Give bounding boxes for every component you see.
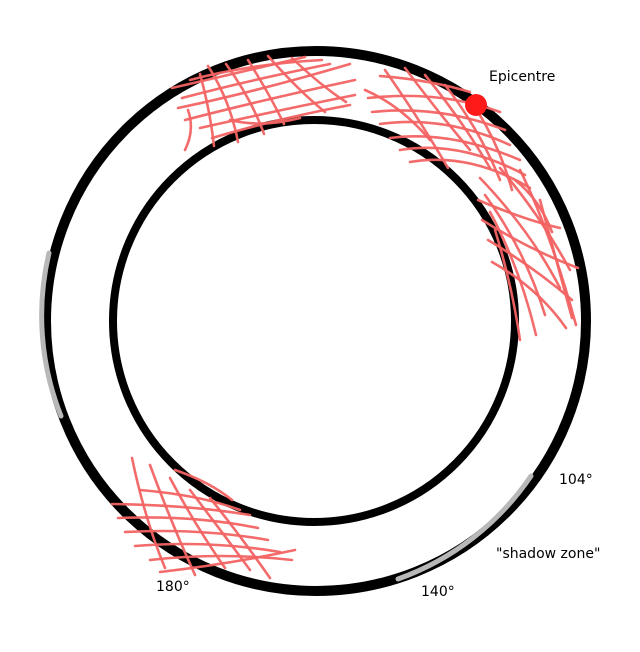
angle-180-label: 180° [156,579,190,595]
angle-140-label: 140° [421,584,455,600]
inner-core-ring [109,116,519,526]
shadow-zone-arc-right [395,473,534,582]
seismic-waves-bottom-left [110,456,297,580]
epicentre-label: Epicentre [489,69,555,85]
outer-earth-ring [41,46,591,596]
shadow-zone-arc-left [39,250,64,419]
seismic-waves-top [170,54,357,152]
epicentre-marker [465,94,487,116]
angle-104-label: 104° [559,472,593,488]
shadow-zone-label: "shadow zone" [496,546,600,562]
seismic-waves-right [476,166,580,342]
